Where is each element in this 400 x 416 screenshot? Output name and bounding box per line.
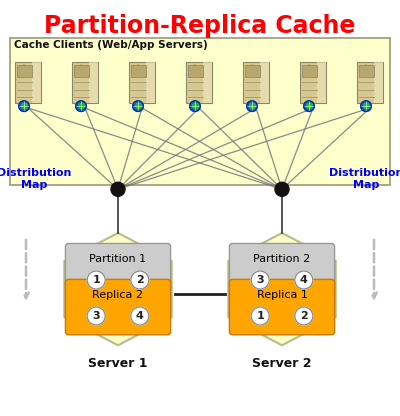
FancyBboxPatch shape [72,62,98,104]
Text: 3: 3 [256,275,264,285]
Text: Server 2: Server 2 [252,357,312,370]
FancyBboxPatch shape [10,38,390,185]
Circle shape [76,101,86,111]
FancyBboxPatch shape [317,62,326,104]
FancyBboxPatch shape [245,65,260,77]
Circle shape [87,307,105,325]
Circle shape [87,271,105,289]
Text: 1: 1 [256,311,264,321]
Circle shape [364,65,368,69]
Circle shape [295,307,313,325]
FancyBboxPatch shape [230,243,334,299]
FancyBboxPatch shape [17,65,32,77]
Circle shape [275,182,289,196]
Text: Partition 1: Partition 1 [90,254,146,264]
FancyBboxPatch shape [300,62,326,104]
Circle shape [250,103,256,109]
Circle shape [136,65,140,69]
Circle shape [133,101,143,111]
Text: 4: 4 [136,311,144,321]
Text: Partition 2: Partition 2 [253,254,311,264]
Circle shape [251,271,269,289]
Text: 3: 3 [92,311,100,321]
FancyBboxPatch shape [74,65,89,77]
FancyBboxPatch shape [66,243,170,299]
FancyBboxPatch shape [374,62,383,104]
FancyBboxPatch shape [359,65,374,77]
FancyBboxPatch shape [203,62,212,104]
FancyBboxPatch shape [188,65,203,77]
Text: Replica 1: Replica 1 [256,290,308,300]
Text: 1: 1 [92,275,100,285]
Text: 2: 2 [300,311,308,321]
Circle shape [307,65,311,69]
Text: Replica 2: Replica 2 [92,290,144,300]
Circle shape [190,101,200,111]
FancyBboxPatch shape [15,62,41,104]
FancyBboxPatch shape [129,62,155,104]
FancyBboxPatch shape [146,62,155,104]
Circle shape [361,101,371,111]
Text: 2: 2 [136,275,144,285]
FancyBboxPatch shape [66,280,170,335]
Circle shape [247,101,257,111]
Text: Server 1: Server 1 [88,357,148,370]
Polygon shape [64,233,172,345]
Text: 4: 4 [300,275,308,285]
FancyBboxPatch shape [186,62,212,104]
Text: Distribution
Map: Distribution Map [329,168,400,190]
Circle shape [22,65,26,69]
Text: Cache Clients (Web/App Servers): Cache Clients (Web/App Servers) [14,40,208,50]
Circle shape [307,103,312,109]
FancyBboxPatch shape [357,62,383,104]
Circle shape [19,101,29,111]
Polygon shape [228,233,336,345]
FancyBboxPatch shape [89,62,98,104]
Circle shape [251,307,269,325]
Text: Partition-Replica Cache: Partition-Replica Cache [44,14,356,38]
FancyBboxPatch shape [230,280,334,335]
Circle shape [79,65,83,69]
Circle shape [304,101,314,111]
Circle shape [22,103,28,109]
Text: Distribution
Map: Distribution Map [0,168,71,190]
Circle shape [136,103,142,109]
Circle shape [193,65,197,69]
Circle shape [295,271,313,289]
Circle shape [111,182,125,196]
FancyBboxPatch shape [131,65,146,77]
Circle shape [250,65,254,69]
FancyBboxPatch shape [302,65,317,77]
FancyBboxPatch shape [32,62,41,104]
Circle shape [79,103,84,109]
Circle shape [131,307,149,325]
Circle shape [193,103,198,109]
FancyBboxPatch shape [260,62,269,104]
Circle shape [364,103,370,109]
Circle shape [131,271,149,289]
FancyBboxPatch shape [243,62,269,104]
